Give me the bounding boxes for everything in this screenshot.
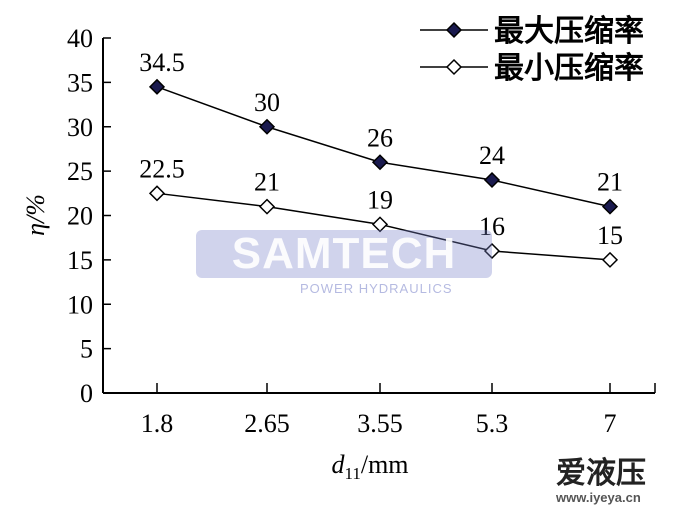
- x-tick-label: 3.55: [357, 409, 403, 438]
- data-label: 15: [597, 221, 623, 250]
- data-point: [483, 242, 501, 260]
- iyeya-logo: 爱液压 www.iyeya.cn: [556, 456, 646, 506]
- y-tick-label: 35: [67, 68, 93, 97]
- data-point: [483, 171, 501, 189]
- y-axis-label: η/%: [21, 194, 50, 236]
- data-label: 34.5: [139, 48, 185, 77]
- data-label: 26: [367, 123, 393, 152]
- samtech-watermark: SAMTECH POWER HYDRAULICS: [196, 230, 492, 296]
- y-tick-label: 15: [67, 246, 93, 275]
- data-point: [601, 198, 619, 215]
- data-label: 16: [479, 212, 505, 241]
- samtech-logo-text: SAMTECH: [196, 230, 492, 278]
- iyeya-logo-text: 爱液压: [556, 456, 646, 491]
- y-tick-label: 30: [67, 113, 93, 142]
- data-point: [148, 78, 166, 95]
- y-tick-label: 5: [80, 335, 93, 364]
- data-label: 19: [367, 185, 393, 214]
- data-label: 21: [254, 168, 280, 197]
- x-tick-label: 5.3: [476, 409, 509, 438]
- iyeya-url: www.iyeya.cn: [556, 490, 641, 505]
- data-label: 30: [254, 88, 280, 117]
- samtech-sub-text: POWER HYDRAULICS: [300, 281, 453, 296]
- data-label: 22.5: [139, 154, 185, 183]
- legend-label: 最大压缩率: [494, 15, 644, 48]
- y-tick-label: 20: [67, 202, 93, 231]
- legend-marker: [445, 21, 463, 39]
- legend-marker: [445, 58, 463, 76]
- x-tick-label: 1.8: [141, 409, 174, 438]
- x-tick-label: 7: [604, 409, 617, 438]
- data-point: [601, 251, 619, 268]
- x-axis-label: d11/mm: [331, 450, 408, 483]
- data-label: 24: [479, 141, 505, 170]
- legend-label: 最小压缩率: [494, 52, 644, 85]
- data-point: [148, 185, 166, 202]
- data-point: [258, 198, 276, 215]
- y-tick-label: 0: [80, 379, 93, 408]
- data-point: [371, 154, 389, 171]
- data-label: 21: [597, 168, 623, 197]
- y-tick-label: 25: [67, 157, 93, 186]
- y-tick-label: 40: [67, 24, 93, 53]
- x-tick-label: 2.65: [244, 409, 290, 438]
- y-tick-label: 10: [67, 290, 93, 319]
- data-point: [258, 118, 276, 135]
- data-point: [371, 216, 389, 233]
